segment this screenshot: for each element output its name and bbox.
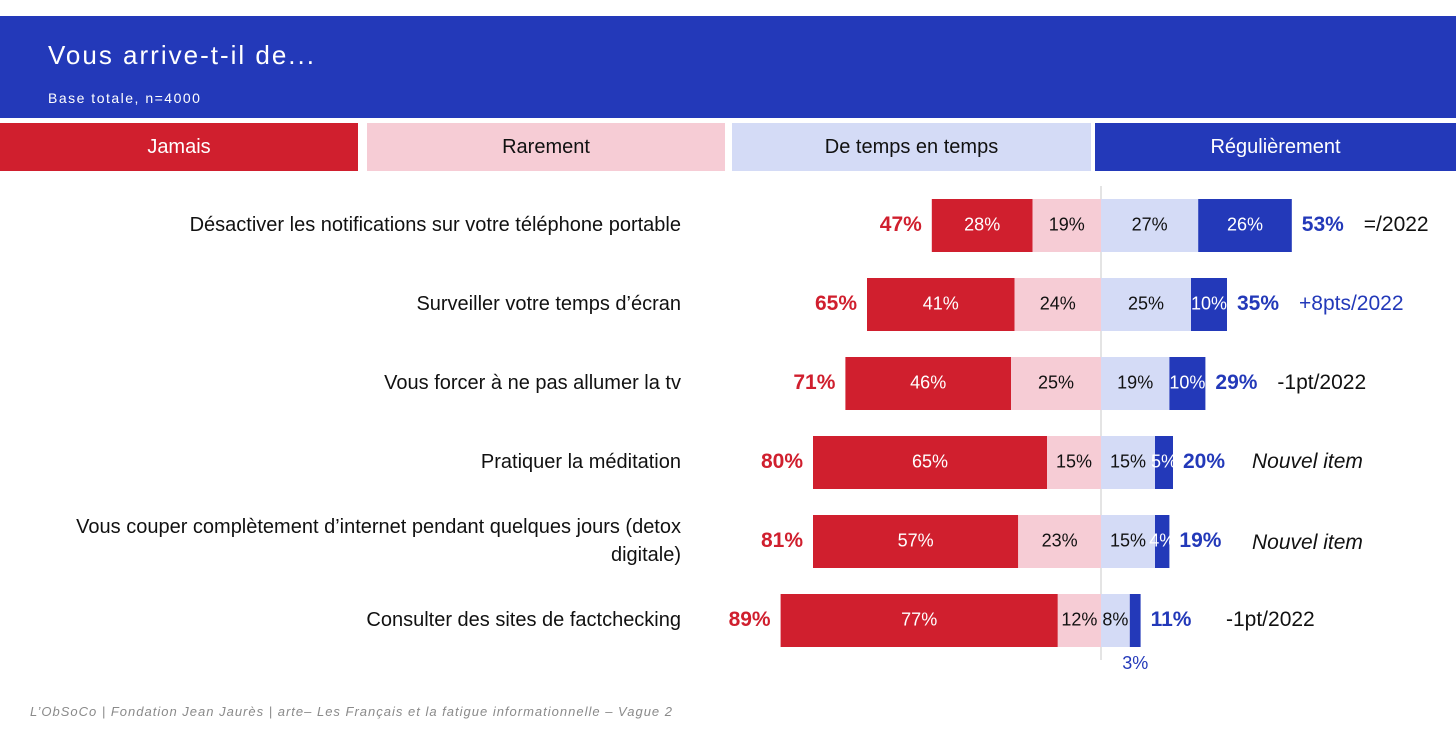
- total-positive-label: 35%: [1237, 292, 1279, 315]
- bar-regulierement: [1155, 515, 1170, 568]
- bar-label-de-temps-en-temps: 27%: [1132, 214, 1168, 234]
- bar-rarement: [1057, 594, 1101, 647]
- row-label-factchecking: Consulter des sites de factchecking: [366, 609, 681, 631]
- legend-de-temps-en-temps: De temps en temps: [732, 123, 1091, 171]
- bar-rarement: [1032, 199, 1101, 252]
- legend-regulierement: Régulièrement: [1095, 123, 1456, 171]
- bar-label-regulierement: 4%: [1149, 530, 1175, 550]
- legend-rarement: Rarement: [367, 123, 725, 171]
- total-negative-label: 71%: [793, 371, 835, 394]
- bar-jamais: [867, 278, 1015, 331]
- bar-regulierement: [1169, 357, 1206, 410]
- total-positive-label: 19%: [1179, 529, 1221, 552]
- bar-label-rarement: 23%: [1042, 530, 1078, 550]
- bar-rarement: [1011, 357, 1101, 410]
- bar-rarement: [1018, 515, 1101, 568]
- total-positive-label: 29%: [1215, 371, 1257, 394]
- bar-label-rarement: 19%: [1049, 214, 1085, 234]
- total-negative-label: 80%: [761, 450, 803, 473]
- bar-label-de-temps-en-temps: 8%: [1102, 609, 1128, 629]
- bar-label-de-temps-en-temps: 25%: [1128, 293, 1164, 313]
- bar-label-rarement: 25%: [1038, 372, 1074, 392]
- row-label-tv: Vous forcer à ne pas allumer la tv: [384, 372, 681, 394]
- bar-label-regulierement: 3%: [1122, 653, 1148, 673]
- bar-jamais: [931, 199, 1033, 252]
- row-label-notifications: Désactiver les notifications sur votre t…: [189, 214, 681, 236]
- bar-label-de-temps-en-temps: 15%: [1110, 451, 1146, 471]
- bar-label-de-temps-en-temps: 15%: [1110, 530, 1146, 550]
- bar-de-temps-en-temps: [1101, 436, 1155, 489]
- evolution-label: Nouvel item: [1252, 450, 1363, 473]
- chart-subtitle: Base totale, n=4000: [48, 90, 202, 106]
- bar-label-rarement: 12%: [1061, 609, 1097, 629]
- total-negative-label: 81%: [761, 529, 803, 552]
- bar-label-de-temps-en-temps: 19%: [1117, 372, 1153, 392]
- total-negative-label: 65%: [815, 292, 857, 315]
- total-negative-label: 47%: [880, 213, 922, 236]
- row-label-temps-ecran: Surveiller votre temps d’écran: [416, 293, 681, 315]
- bar-de-temps-en-temps: [1101, 594, 1130, 647]
- total-positive-label: 20%: [1183, 450, 1225, 473]
- evolution-label: =/2022: [1364, 213, 1429, 236]
- header-banner: Vous arrive-t-il de... Base totale, n=40…: [0, 16, 1456, 118]
- total-positive-label: 53%: [1302, 213, 1344, 236]
- evolution-label: +8pts/2022: [1299, 292, 1404, 315]
- bar-rarement: [1014, 278, 1101, 331]
- bar-regulierement: [1155, 436, 1173, 489]
- bar-jamais: [813, 436, 1047, 489]
- bar-label-regulierement: 26%: [1227, 214, 1263, 234]
- bar-rarement: [1047, 436, 1101, 489]
- bar-label-jamais: 41%: [923, 293, 959, 313]
- row-label-detox: Vous couper complètement d’internet pend…: [76, 516, 681, 566]
- bar-de-temps-en-temps: [1101, 515, 1155, 568]
- bar-label-regulierement: 10%: [1191, 293, 1227, 313]
- row-label-meditation: Pratiquer la méditation: [480, 451, 681, 473]
- evolution-label: Nouvel item: [1252, 531, 1363, 554]
- bar-label-regulierement: 10%: [1169, 372, 1205, 392]
- evolution-label: -1pt/2022: [1226, 608, 1315, 631]
- bar-jamais: [780, 594, 1058, 647]
- bar-label-rarement: 15%: [1056, 451, 1092, 471]
- total-positive-label: 11%: [1151, 608, 1192, 631]
- bar-label-jamais: 77%: [901, 609, 937, 629]
- evolution-label: -1pt/2022: [1277, 371, 1366, 394]
- bar-de-temps-en-temps: [1101, 199, 1199, 252]
- chart-title: Vous arrive-t-il de...: [48, 40, 316, 70]
- bar-label-jamais: 65%: [912, 451, 948, 471]
- bar-de-temps-en-temps: [1101, 278, 1191, 331]
- total-negative-label: 89%: [729, 608, 771, 631]
- bar-jamais: [845, 357, 1011, 410]
- legend-jamais: Jamais: [0, 123, 358, 171]
- bar-regulierement: [1129, 594, 1141, 647]
- bar-label-jamais: 57%: [898, 530, 934, 550]
- footer-source: L’ObSoCo | Fondation Jean Jaurès | arte–…: [30, 704, 673, 719]
- bar-label-rarement: 24%: [1040, 293, 1076, 313]
- bar-label-regulierement: 5%: [1151, 451, 1177, 471]
- bar-label-jamais: 28%: [964, 214, 1000, 234]
- bar-de-temps-en-temps: [1101, 357, 1170, 410]
- bar-regulierement: [1191, 278, 1227, 331]
- bar-jamais: [813, 515, 1019, 568]
- bar-regulierement: [1198, 199, 1292, 252]
- bar-label-jamais: 46%: [910, 372, 946, 392]
